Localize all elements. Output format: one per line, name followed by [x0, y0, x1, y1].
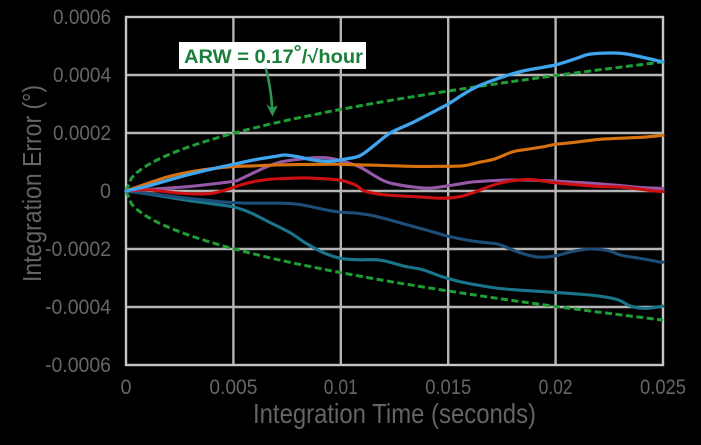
svg-text:0.0004: 0.0004 — [53, 63, 111, 87]
svg-text:0: 0 — [121, 375, 132, 399]
svg-text:ARW = 0.17°/√hour: ARW = 0.17 °/√hour — [184, 43, 364, 69]
svg-text:0.02: 0.02 — [539, 375, 573, 399]
svg-text:-0.0006: -0.0006 — [45, 353, 111, 377]
svg-text:0: 0 — [100, 179, 111, 203]
svg-text:0.0006: 0.0006 — [53, 5, 111, 29]
svg-text:0.025: 0.025 — [640, 375, 686, 399]
svg-text:0.01: 0.01 — [324, 375, 358, 399]
svg-text:0.015: 0.015 — [425, 375, 471, 399]
svg-text:Integration Time (seconds): Integration Time (seconds) — [253, 398, 536, 429]
svg-text:Integration Error (°): Integration Error (°) — [19, 85, 47, 282]
svg-text:0.005: 0.005 — [209, 375, 257, 399]
svg-text:-0.0002: -0.0002 — [45, 237, 111, 261]
svg-text:-0.0004: -0.0004 — [45, 295, 111, 319]
svg-text:0.0002: 0.0002 — [53, 121, 111, 145]
